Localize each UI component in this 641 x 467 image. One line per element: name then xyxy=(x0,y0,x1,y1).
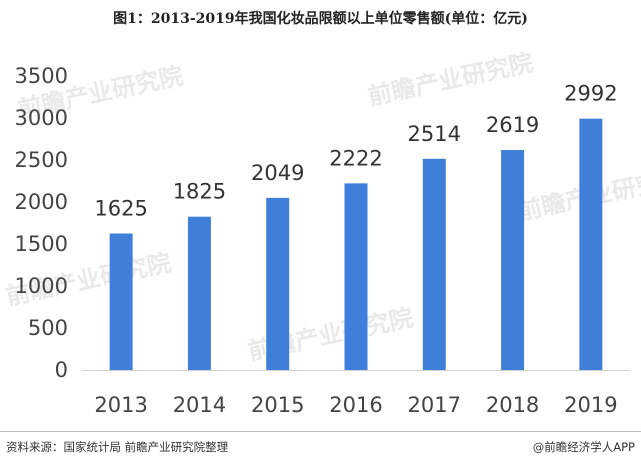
x-tick-label-2014: 2014 xyxy=(173,393,226,417)
bar-2013 xyxy=(109,233,133,370)
y-tick-label: 2000 xyxy=(15,190,68,214)
y-tick-label: 3000 xyxy=(15,106,68,130)
bar-2019 xyxy=(579,118,603,370)
x-tick-label-2018: 2018 xyxy=(486,393,539,417)
data-label-2019: 2992 xyxy=(564,82,617,106)
data-label-2013: 1625 xyxy=(94,197,147,221)
x-axis: 2013 2014 2015 2016 2017 2018 2019 xyxy=(82,370,630,417)
bar-series xyxy=(109,118,603,370)
watermark-text: 前瞻产业研究院 xyxy=(515,164,641,226)
data-label-2014: 1825 xyxy=(173,180,226,204)
bar-2016 xyxy=(344,183,368,370)
y-tick-label: 1000 xyxy=(15,274,68,298)
credit-note: @前瞻经济学人APP xyxy=(532,440,635,454)
data-label-2017: 2514 xyxy=(408,122,461,146)
bar-2014 xyxy=(187,216,211,370)
y-tick-label: 0 xyxy=(55,358,68,382)
watermark-text: 前瞻产业研究院 xyxy=(365,49,535,111)
data-label-2016: 2222 xyxy=(329,146,382,170)
y-axis: 0 500 1000 1500 2000 2500 3000 3500 xyxy=(15,64,68,382)
source-note: 资料来源：国家统计局 前瞻产业研究院整理 xyxy=(6,440,229,454)
data-label-2018: 2619 xyxy=(486,113,539,137)
data-label-2015: 2049 xyxy=(251,161,304,185)
x-tick-label-2017: 2017 xyxy=(408,393,461,417)
x-tick-label-2016: 2016 xyxy=(329,393,382,417)
data-labels: 1625 1825 2049 2222 2514 2619 2992 xyxy=(94,82,617,221)
y-tick-label: 500 xyxy=(28,316,68,340)
y-tick-label: 3500 xyxy=(15,64,68,88)
x-tick-label-2019: 2019 xyxy=(564,393,617,417)
x-tick-label-2015: 2015 xyxy=(251,393,304,417)
bar-2017 xyxy=(422,158,446,370)
x-tick-label-2013: 2013 xyxy=(94,393,147,417)
y-tick-label: 1500 xyxy=(15,232,68,256)
y-tick-label: 2500 xyxy=(15,148,68,172)
chart-title: 图1：2013-2019年我国化妆品限额以上单位零售额(单位：亿元) xyxy=(113,11,528,27)
bar-2018 xyxy=(501,150,525,370)
bar-2015 xyxy=(266,197,290,370)
footer-divider xyxy=(0,431,641,432)
